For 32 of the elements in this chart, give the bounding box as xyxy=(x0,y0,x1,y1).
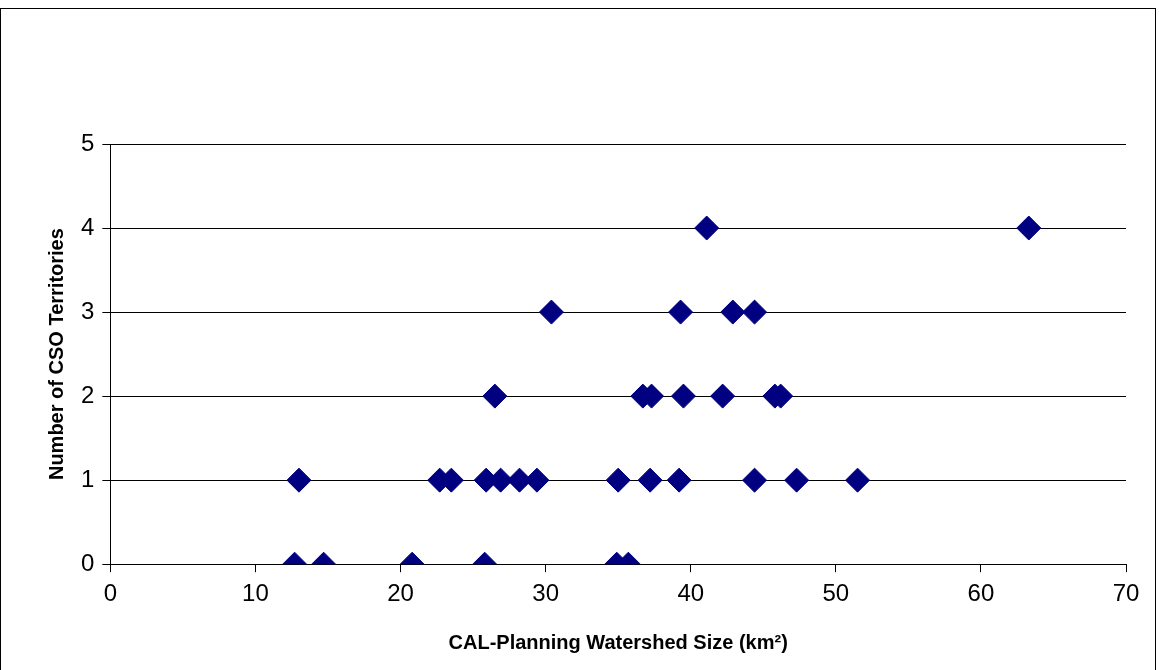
x-tick-label: 10 xyxy=(242,579,269,607)
x-tick-label: 40 xyxy=(677,579,705,607)
point xyxy=(1016,215,1042,241)
point xyxy=(637,467,663,493)
y-tick-label: 2 xyxy=(80,380,95,408)
x-tick-label: 0 xyxy=(103,579,118,607)
y-tick-label: 4 xyxy=(80,212,95,240)
point xyxy=(670,383,696,409)
point xyxy=(742,467,768,493)
x-tick-label: 70 xyxy=(1112,579,1140,607)
point xyxy=(668,299,694,325)
point xyxy=(720,299,746,325)
x-tick-label: 60 xyxy=(967,579,995,607)
y-tick-label: 0 xyxy=(80,548,95,576)
point xyxy=(605,467,631,493)
point xyxy=(742,299,768,325)
y-tick-label: 3 xyxy=(80,296,95,324)
x-axis-title: CAL-Planning Watershed Size (km²) xyxy=(448,630,788,653)
x-tick-label: 20 xyxy=(387,579,414,607)
point xyxy=(666,467,692,493)
point xyxy=(694,215,720,241)
point xyxy=(286,467,312,493)
point xyxy=(710,383,736,409)
y-tick-label: 1 xyxy=(80,464,95,492)
y-tick-label: 5 xyxy=(80,128,95,156)
point xyxy=(538,299,564,325)
point xyxy=(482,383,508,409)
point xyxy=(784,467,810,493)
x-tick-label: 50 xyxy=(822,579,850,607)
x-tick-label: 30 xyxy=(532,579,559,607)
point xyxy=(845,467,871,493)
y-axis-title: Number of CSO Territories xyxy=(44,228,67,481)
